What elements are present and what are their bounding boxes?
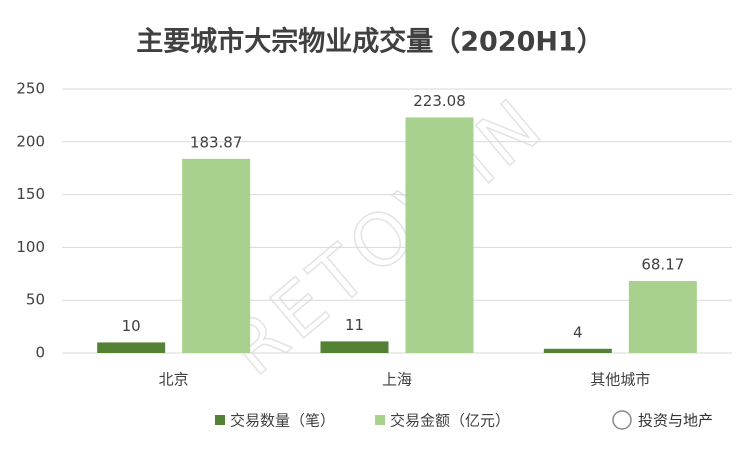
y-tick-label: 250 — [16, 80, 45, 98]
brand: 投资与地产 — [612, 410, 713, 430]
legend-label: 交易金额（亿元） — [390, 412, 510, 430]
bar — [182, 158, 251, 353]
bar — [628, 281, 697, 353]
y-tick-label: 200 — [16, 132, 45, 150]
x-tick-label: 北京 — [159, 371, 189, 389]
legend-swatch — [375, 415, 386, 425]
bar — [543, 348, 612, 353]
value-label: 11 — [345, 316, 364, 334]
y-tick-label: 0 — [35, 344, 45, 362]
x-tick-label: 上海 — [382, 371, 412, 389]
value-label: 10 — [122, 317, 141, 335]
y-tick-label: 150 — [16, 185, 45, 203]
legend-label: 交易数量（笔） — [230, 412, 335, 430]
brand-text: 投资与地产 — [638, 412, 713, 430]
bar — [97, 342, 166, 353]
y-tick-label: 100 — [16, 238, 45, 256]
bar — [320, 341, 389, 353]
x-tick-label: 其他城市 — [590, 371, 650, 389]
value-label: 4 — [573, 323, 583, 341]
value-label: 183.87 — [190, 133, 243, 151]
value-label: 68.17 — [641, 256, 684, 274]
y-tick-label: 50 — [26, 291, 45, 309]
legend-swatch — [215, 415, 225, 425]
chart-title: 主要城市大宗物业成交量（2020H1） — [136, 26, 604, 58]
brand-icon — [612, 410, 632, 430]
bar — [405, 117, 474, 353]
value-label: 223.08 — [413, 92, 466, 110]
